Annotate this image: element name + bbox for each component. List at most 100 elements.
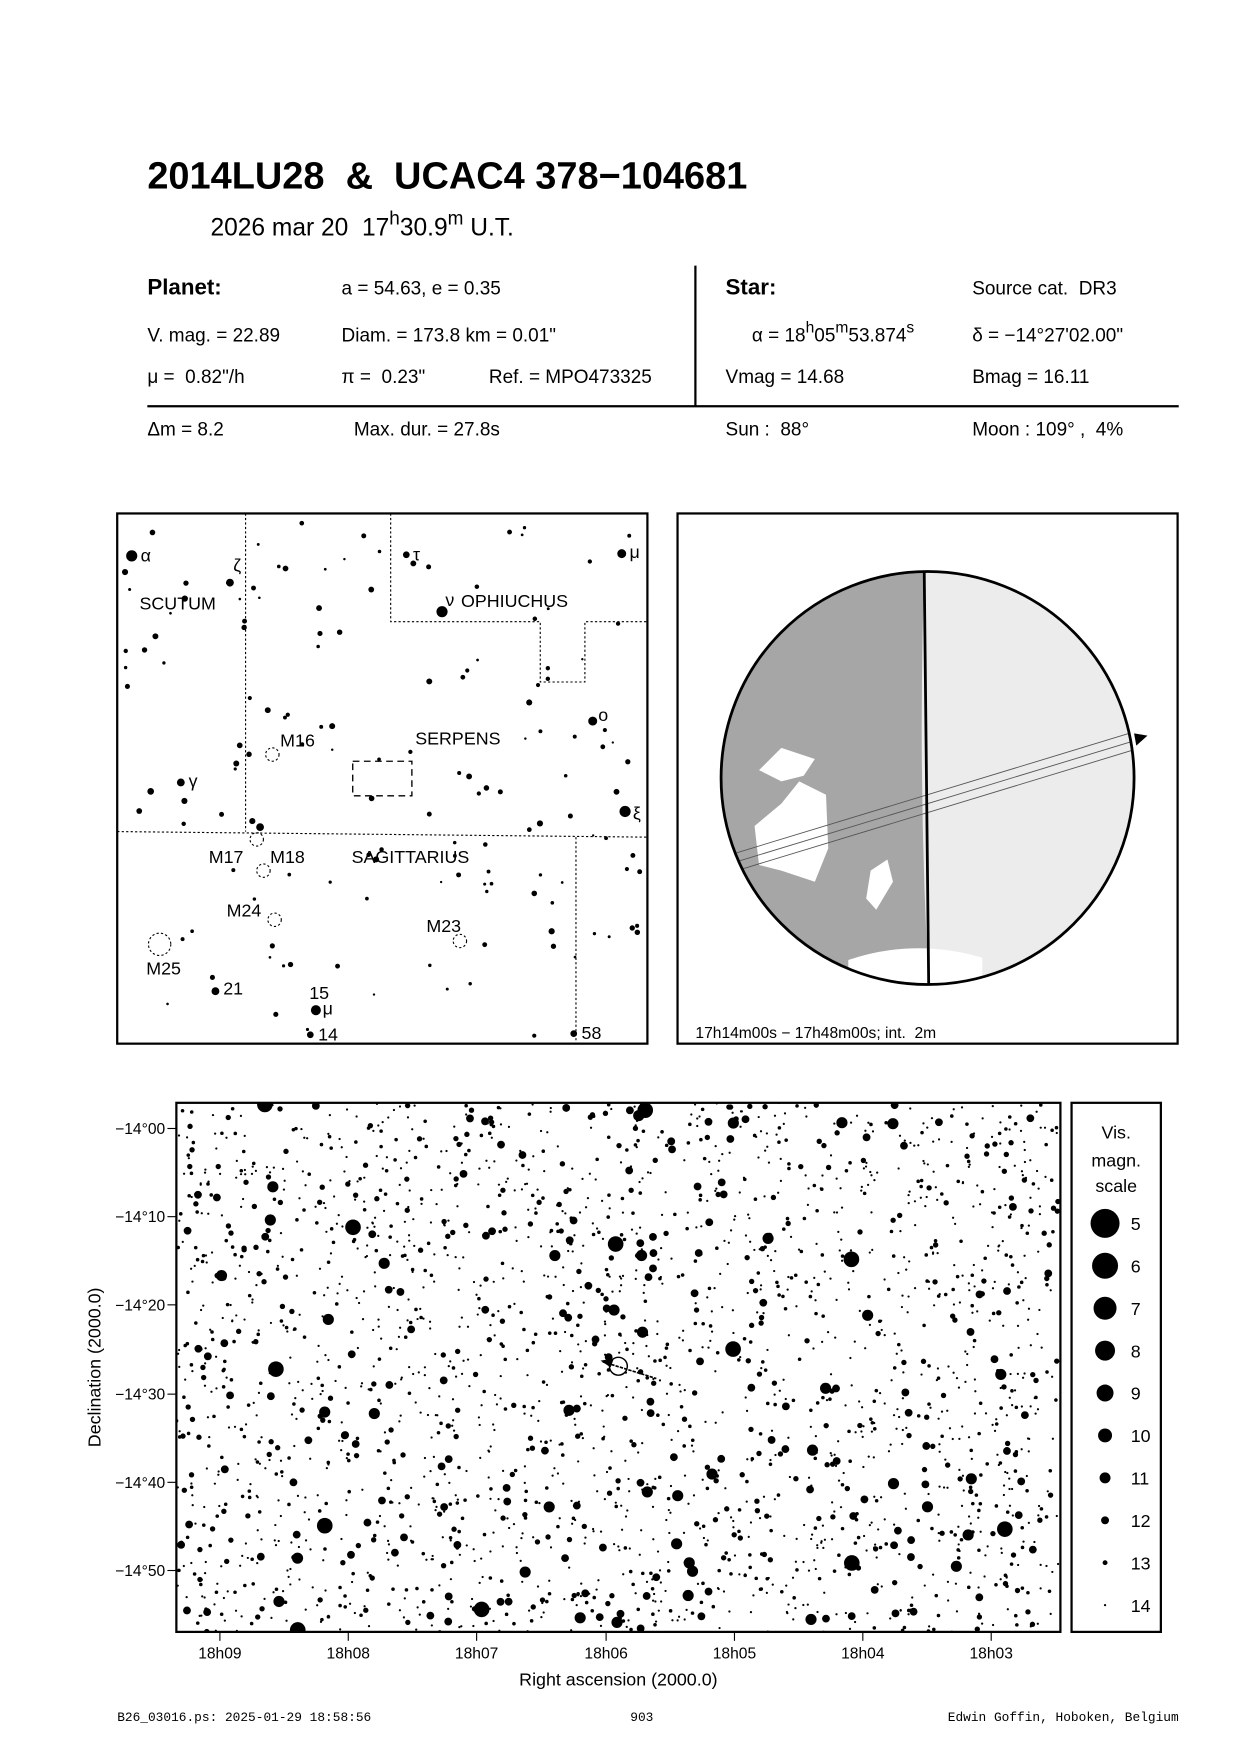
field-star (673, 1212, 677, 1217)
field-star (797, 1248, 801, 1251)
field-star (286, 1569, 289, 1572)
field-star (239, 1427, 244, 1432)
field-star (194, 1522, 197, 1525)
field-star (478, 1581, 481, 1585)
finder-star (162, 661, 166, 665)
field-star (275, 1267, 280, 1271)
field-star (283, 1148, 289, 1155)
field-star (726, 1262, 729, 1266)
field-star (997, 1131, 1002, 1136)
finder-star (468, 981, 472, 986)
field-star (346, 1289, 349, 1292)
field-star (849, 1249, 853, 1252)
field-star (816, 1282, 821, 1287)
field-star (656, 1320, 659, 1323)
field-star (497, 1498, 500, 1501)
field-star (506, 1517, 509, 1520)
field-star (857, 1229, 863, 1235)
field-star (869, 1122, 873, 1127)
field-star (388, 1254, 392, 1257)
field-star (571, 1516, 576, 1521)
field-star (749, 1610, 753, 1614)
globe-panel: 17h14m00s − 17h48m00s; int. 2m (676, 512, 1179, 1045)
scale-label: 8 (1131, 1341, 1141, 1361)
field-star (580, 1262, 583, 1265)
field-star (296, 1494, 300, 1497)
field-star (363, 1605, 366, 1608)
field-star (1002, 1493, 1006, 1497)
field-star (757, 1156, 760, 1159)
finder-star (497, 789, 503, 795)
field-star (855, 1114, 859, 1117)
field-star (692, 1494, 696, 1497)
field-star (781, 1402, 790, 1411)
field-star (521, 1163, 525, 1168)
field-star (373, 1216, 377, 1219)
field-star (745, 1500, 748, 1503)
field-star (293, 1444, 296, 1448)
field-star (693, 1259, 698, 1263)
field-star (901, 1294, 904, 1297)
field-star (419, 1315, 423, 1320)
field-star (721, 1411, 724, 1414)
field-star (631, 1211, 635, 1215)
field-star (243, 1168, 246, 1172)
field-star (759, 1288, 762, 1291)
finder-star (126, 550, 138, 562)
finder-label: ν (445, 590, 454, 610)
field-star (737, 1508, 742, 1512)
finder-star (141, 647, 148, 653)
field-star (929, 1406, 932, 1409)
field-star (292, 1402, 296, 1406)
field-star (839, 1506, 843, 1509)
field-star (1025, 1474, 1028, 1478)
field-star (974, 1626, 980, 1632)
field-star (423, 1475, 426, 1478)
field-star (319, 1142, 324, 1147)
field-star (640, 1408, 644, 1412)
finder-star (190, 929, 194, 934)
field-star (778, 1389, 781, 1392)
field-star (490, 1136, 493, 1139)
field-star (804, 1174, 807, 1177)
field-star (809, 1425, 812, 1428)
field-star (182, 1172, 186, 1175)
field-star (492, 1619, 495, 1623)
field-star (430, 1188, 433, 1192)
field-star (815, 1104, 819, 1107)
field-star (919, 1184, 923, 1189)
field-star (556, 1524, 560, 1529)
field-star (511, 1402, 517, 1408)
field-star (693, 1182, 702, 1191)
y-tick-label: −14°20 (115, 1297, 165, 1314)
field-star (1008, 1487, 1011, 1491)
field-star (1037, 1517, 1043, 1523)
field-star (690, 1113, 693, 1116)
field-star (385, 1156, 389, 1159)
field-star (721, 1306, 724, 1309)
field-star (817, 1576, 822, 1581)
scale-dot (1099, 1472, 1111, 1484)
field-star (405, 1619, 411, 1626)
scale-label: 11 (1131, 1469, 1150, 1489)
field-star (379, 1144, 383, 1149)
field-star (810, 1449, 814, 1453)
field-star (718, 1626, 721, 1630)
field-star (847, 1612, 856, 1621)
field-star (997, 1245, 1000, 1248)
field-star (197, 1576, 203, 1583)
field-star (343, 1170, 346, 1173)
field-star (656, 1550, 660, 1553)
field-star (214, 1590, 219, 1595)
field-star (214, 1355, 218, 1358)
field-star (907, 1295, 910, 1298)
field-star (614, 1504, 619, 1509)
field-star (500, 1261, 505, 1266)
field-star (962, 1529, 974, 1541)
field-star (180, 1433, 186, 1439)
field-star (1049, 1612, 1052, 1616)
field-star (842, 1471, 845, 1475)
field-star (577, 1343, 580, 1346)
field-star (804, 1280, 808, 1284)
field-star (430, 1588, 434, 1592)
